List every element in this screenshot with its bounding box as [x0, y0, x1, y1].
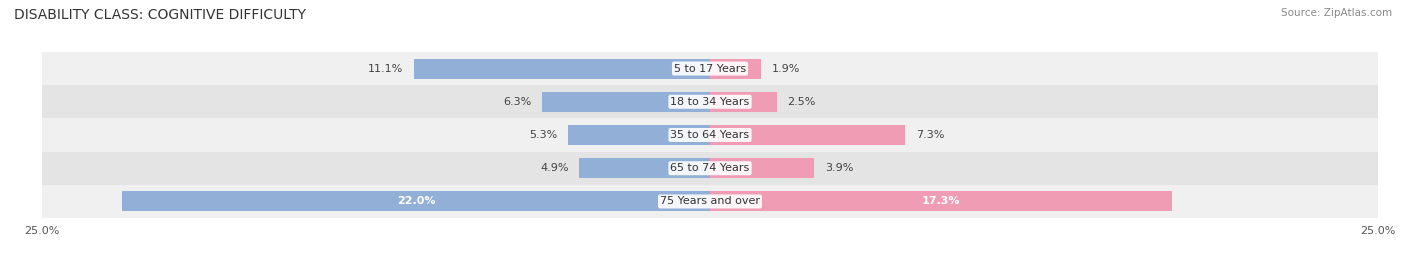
Text: DISABILITY CLASS: COGNITIVE DIFFICULTY: DISABILITY CLASS: COGNITIVE DIFFICULTY	[14, 8, 307, 22]
Text: 7.3%: 7.3%	[915, 130, 943, 140]
Bar	[579, 158, 710, 178]
Text: 17.3%: 17.3%	[922, 197, 960, 207]
Bar	[710, 59, 761, 79]
Bar	[710, 125, 905, 145]
Text: 65 to 74 Years: 65 to 74 Years	[671, 163, 749, 173]
Text: 3.9%: 3.9%	[825, 163, 853, 173]
Bar	[710, 158, 814, 178]
Text: 11.1%: 11.1%	[367, 63, 402, 73]
Text: 5 to 17 Years: 5 to 17 Years	[673, 63, 747, 73]
Text: 5.3%: 5.3%	[530, 130, 558, 140]
Bar	[122, 191, 710, 211]
Text: Source: ZipAtlas.com: Source: ZipAtlas.com	[1281, 8, 1392, 18]
Bar	[42, 52, 1378, 85]
Text: 35 to 64 Years: 35 to 64 Years	[671, 130, 749, 140]
Bar	[710, 92, 776, 112]
Bar	[42, 185, 1378, 218]
Bar	[541, 92, 710, 112]
Text: 6.3%: 6.3%	[503, 97, 531, 107]
Bar	[568, 125, 710, 145]
Text: 75 Years and over: 75 Years and over	[659, 197, 761, 207]
Bar	[42, 152, 1378, 185]
Text: 1.9%: 1.9%	[772, 63, 800, 73]
Bar	[413, 59, 710, 79]
Text: 18 to 34 Years: 18 to 34 Years	[671, 97, 749, 107]
Text: 2.5%: 2.5%	[787, 97, 815, 107]
Bar	[42, 118, 1378, 152]
Bar	[42, 85, 1378, 118]
Bar	[710, 191, 1173, 211]
Text: 22.0%: 22.0%	[396, 197, 436, 207]
Text: 4.9%: 4.9%	[540, 163, 568, 173]
